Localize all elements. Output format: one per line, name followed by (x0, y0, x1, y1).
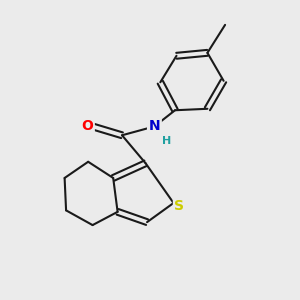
Text: S: S (174, 199, 184, 213)
Text: N: N (148, 119, 160, 134)
Text: H: H (162, 136, 171, 146)
Text: O: O (81, 119, 93, 134)
